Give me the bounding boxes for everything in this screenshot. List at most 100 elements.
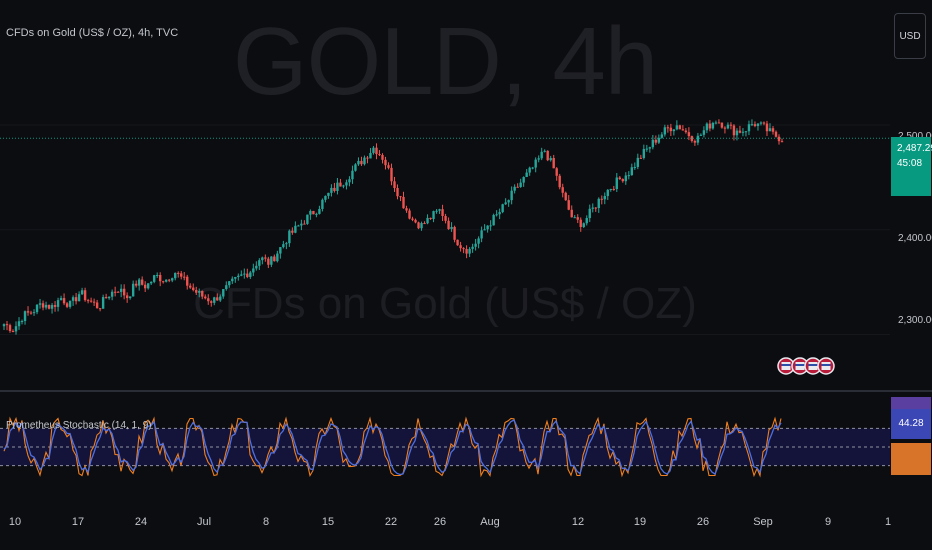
candle-body <box>210 301 213 303</box>
candle-body <box>86 300 90 302</box>
candle-body <box>339 182 342 187</box>
candle-body <box>360 160 363 165</box>
candle-body <box>666 127 670 129</box>
price-axis-label: 2,500.00 <box>898 131 932 142</box>
candle-body <box>324 195 327 200</box>
candle-body <box>537 158 540 160</box>
candle-body <box>288 230 291 244</box>
time-axis-label: 24 <box>134 516 148 528</box>
candle-body <box>336 182 339 191</box>
candle-body <box>29 312 33 314</box>
candle-body <box>663 127 667 135</box>
candle-body <box>480 230 483 239</box>
indicator-title[interactable]: Prometheus Stochastic (14, 1, 9) <box>6 420 152 431</box>
time-axis-label: 22 <box>384 516 398 528</box>
candle-body <box>429 217 432 220</box>
candle-body <box>342 185 345 187</box>
stochastic-plot <box>0 416 890 478</box>
candle-body <box>222 289 225 297</box>
candle-body <box>381 154 384 160</box>
candle-body <box>122 288 126 296</box>
candle-body <box>567 200 570 210</box>
candle-body <box>513 186 516 191</box>
candle-body <box>507 200 510 203</box>
candle-body <box>723 127 727 129</box>
candle-body <box>669 127 673 132</box>
time-axis-label: 19 <box>633 516 647 528</box>
candle-body <box>113 291 117 293</box>
candle-body <box>603 196 606 200</box>
symbol-title[interactable]: CFDs on Gold (US$ / OZ), 4h, TVC <box>6 27 179 39</box>
candle-body <box>579 219 582 228</box>
indicator-upper-tag <box>891 397 931 409</box>
indicator-pane[interactable] <box>0 392 890 496</box>
candle-body <box>363 157 366 165</box>
candle-body <box>68 300 72 307</box>
candle-body <box>483 229 486 231</box>
candle-body <box>71 297 75 301</box>
candle-body <box>315 213 318 215</box>
candle-body <box>125 295 129 299</box>
candle-body <box>450 226 453 230</box>
currency-button[interactable]: USD <box>894 13 926 59</box>
candle-body <box>492 215 495 226</box>
candle-body <box>348 179 351 183</box>
candle-body <box>207 298 210 302</box>
candle-body <box>753 124 757 127</box>
candle-body <box>690 136 694 141</box>
candle-body <box>258 260 261 266</box>
candle-body <box>303 223 306 225</box>
candle-body <box>435 210 438 212</box>
candle-body <box>8 325 12 331</box>
candle-body <box>657 137 661 143</box>
candle-body <box>333 187 336 191</box>
candle-body <box>393 181 396 189</box>
candle-body <box>627 175 631 177</box>
candle-body <box>714 122 718 124</box>
candle-body <box>189 285 192 288</box>
candle-body <box>654 139 658 143</box>
symbol-watermark: GOLD, 4h <box>232 8 658 115</box>
candle-body <box>369 152 372 159</box>
candle-body <box>732 125 736 136</box>
main-chart-pane[interactable]: GOLD, 4h CFDs on Gold (US$ / OZ) CFDs on… <box>0 0 890 390</box>
candle-body <box>729 124 733 126</box>
candle-body <box>756 123 760 127</box>
candle-body <box>240 274 243 276</box>
candle-body <box>23 311 27 322</box>
stochastic-k-line <box>3 419 782 476</box>
candle-body <box>26 311 30 313</box>
candlestick-chart[interactable] <box>0 0 890 390</box>
candle-body <box>387 165 390 168</box>
candle-body <box>192 287 195 291</box>
candle-body <box>681 129 685 131</box>
candle-body <box>95 302 99 309</box>
flag-stripe <box>781 364 791 366</box>
candle-body <box>195 290 198 293</box>
candle-body <box>546 150 549 161</box>
candle-body <box>678 125 682 130</box>
candle-body <box>540 151 543 159</box>
candle-body <box>555 168 558 176</box>
candle-body <box>561 187 564 193</box>
candle-body <box>726 124 730 129</box>
candle-body <box>44 304 48 308</box>
candle-body <box>525 172 528 178</box>
candle-body <box>14 326 18 332</box>
candle-body <box>168 279 171 281</box>
time-axis-label: 12 <box>571 516 585 528</box>
candle-body <box>771 128 775 132</box>
pane-separator[interactable] <box>0 390 932 392</box>
candle-body <box>531 167 534 169</box>
candle-body <box>588 208 591 219</box>
time-axis-label: 17 <box>71 516 85 528</box>
candle-body <box>294 225 297 233</box>
candle-body <box>20 321 24 323</box>
candle-body <box>648 147 652 149</box>
candle-body <box>777 136 781 142</box>
candle-body <box>143 284 147 289</box>
candle-body <box>32 312 36 314</box>
candle-body <box>101 297 105 309</box>
candle-body <box>534 159 537 168</box>
flag-stripe <box>821 364 831 366</box>
